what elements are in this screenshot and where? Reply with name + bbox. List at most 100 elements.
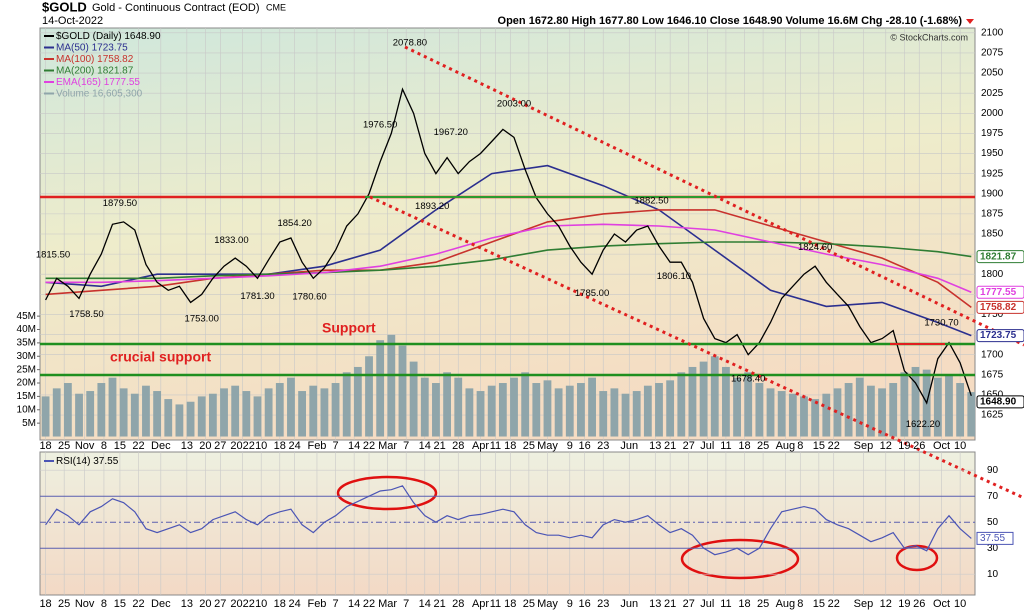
volume-bar <box>142 385 150 437</box>
x-tick-label: 14 <box>348 440 360 452</box>
price-annotation: 1781.30 <box>240 291 274 302</box>
volume-bar <box>833 388 842 437</box>
volume-bar <box>610 388 619 437</box>
x-tick-label: 25 <box>58 440 70 452</box>
value-box <box>976 395 1024 409</box>
x-tick-label: Mar <box>378 598 397 610</box>
x-tick-label: 11 <box>490 598 501 610</box>
x-tick-label: Dec <box>151 440 171 452</box>
x-tick-label: 21 <box>434 598 446 610</box>
volume-bar <box>119 388 128 437</box>
y-tick-label: 1700 <box>981 349 1004 360</box>
x-tick-label: 13 <box>649 598 661 610</box>
volume-bar <box>855 377 864 437</box>
y-tick-label: 1925 <box>981 168 1004 179</box>
x-tick-label: Jul <box>700 440 714 452</box>
x-tick-label: 26 <box>913 440 925 452</box>
volume-bar <box>911 366 920 437</box>
volume-bar <box>387 334 396 437</box>
x-tick-label: 25 <box>523 440 535 452</box>
x-tick-label: 12 <box>880 440 892 452</box>
x-tick-label: Sep <box>854 598 874 610</box>
x-tick-label: 18 <box>738 598 750 610</box>
x-tick-label: Jun <box>620 440 638 452</box>
x-tick-label: 12 <box>880 598 892 610</box>
legend-text: 1821.87 <box>97 65 134 76</box>
price-annotation: 1753.00 <box>185 314 219 325</box>
ma-line <box>45 241 972 280</box>
volume-bar <box>710 356 719 437</box>
value-box-label: 1821.87 <box>980 251 1017 262</box>
value-box <box>976 285 1024 299</box>
volume-bar <box>287 377 295 437</box>
down-arrow <box>966 19 974 24</box>
x-tick-label: Jul <box>700 598 714 610</box>
x-tick-label: 18 <box>504 598 516 610</box>
volume-bar <box>844 383 853 437</box>
volume-bar <box>253 396 262 437</box>
x-tick-label: 10 <box>954 598 966 610</box>
y-tick-label: 2050 <box>981 68 1004 79</box>
price-annotation: 1893.20 <box>415 201 449 212</box>
x-tick-label: 23 <box>597 598 609 610</box>
channel-lower <box>369 195 1024 500</box>
x-tick-label: 27 <box>683 598 695 610</box>
volume-bar <box>621 393 630 437</box>
date: 14-Oct-2022 <box>42 15 103 27</box>
legend-text: 16,605,300 <box>92 88 142 99</box>
x-tick-label: 7 <box>403 598 409 610</box>
y-tick-label: 2025 <box>981 88 1004 99</box>
x-tick-label: 24 <box>289 598 301 610</box>
volume-bar <box>744 372 753 437</box>
y2-tick-label: 5M <box>22 418 36 429</box>
price-annotation: 1815.50 <box>36 249 70 260</box>
x-tick-label: 18 <box>274 440 286 452</box>
volume-bar <box>476 391 485 437</box>
volume-bar <box>153 391 162 437</box>
legend-text: RSI(14) <box>56 456 90 467</box>
volume-bar <box>242 391 251 437</box>
volume-bar <box>275 383 284 437</box>
volume-bar <box>554 388 563 437</box>
price-annotation: 2003.00 <box>497 98 531 109</box>
value-box-label: 1723.75 <box>980 330 1017 341</box>
volume-bar <box>353 366 362 437</box>
x-tick-label: 13 <box>649 440 661 452</box>
x-tick-label: 21 <box>434 440 446 452</box>
ma-line <box>45 164 972 337</box>
x-tick-label: 16 <box>579 598 591 610</box>
x-tick-label: 8 <box>101 440 107 452</box>
x-tick-label: 23 <box>597 440 609 452</box>
volume-bar <box>565 385 574 437</box>
volume-bar <box>432 383 440 437</box>
volume-bar <box>945 374 953 437</box>
legend-text: MA(200) <box>56 65 94 76</box>
x-tick-label: 22 <box>132 598 144 610</box>
volume-bar <box>186 401 195 437</box>
volume-bar <box>398 345 407 437</box>
legend-entry: EMA(165) 1777.55 <box>56 77 140 88</box>
x-tick-label: 28 <box>452 598 464 610</box>
x-tick-label: 15 <box>114 598 126 610</box>
rsi-line <box>45 485 972 556</box>
x-tick-label: 25 <box>523 598 535 610</box>
volume-bar <box>331 383 340 437</box>
x-tick-label: 21 <box>664 440 676 452</box>
x-tick-label: Aug <box>776 440 796 452</box>
volume-bar <box>777 391 786 437</box>
x-tick-label: 8 <box>797 440 803 452</box>
price-annotation: 1833.00 <box>214 235 248 246</box>
x-tick-label: Oct <box>933 440 950 452</box>
symbol: $GOLD <box>42 0 87 14</box>
x-tick-label: Apr <box>472 440 489 452</box>
volume-bar <box>543 380 552 437</box>
x-tick-label: 18 <box>738 440 750 452</box>
price-annotation: 1780.60 <box>292 291 326 302</box>
volume-bar <box>632 391 641 437</box>
price-annotation: 1824.60 <box>798 242 832 253</box>
value-box-label: 37.55 <box>980 533 1005 544</box>
x-tick-label: 19 <box>898 440 910 452</box>
volume-bar <box>967 392 975 437</box>
y-tick-label: 1950 <box>981 148 1004 159</box>
price-annotation: 1785.00 <box>575 288 609 299</box>
